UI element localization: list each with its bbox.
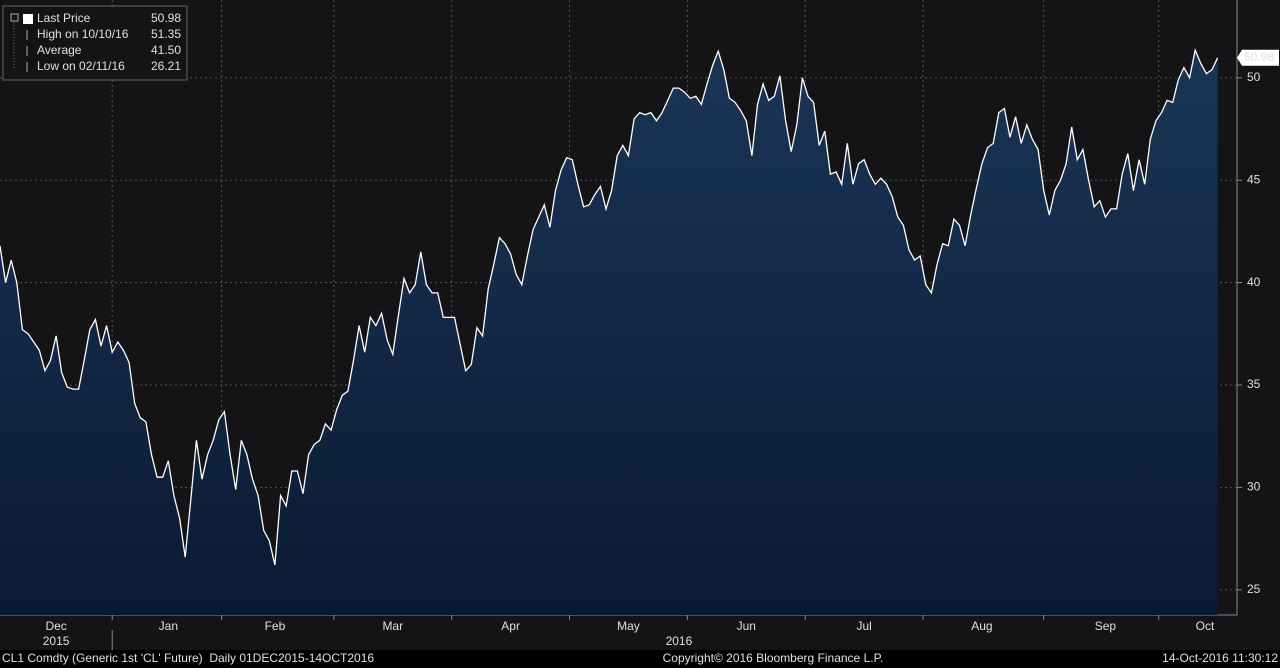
y-tick-label: 30 [1247, 480, 1261, 494]
y-tick-label: 45 [1247, 172, 1261, 186]
last-price-tag: 50.98 [1244, 50, 1274, 64]
x-tick-label: Jun [737, 619, 756, 633]
legend-label: Average [37, 43, 82, 57]
x-tick-label: Dec [45, 619, 66, 633]
legend-swatch [23, 14, 33, 24]
legend-label: Low on 02/11/16 [37, 59, 125, 73]
x-tick-label: Feb [265, 619, 286, 633]
legend-label: High on 10/10/16 [37, 27, 129, 41]
x-tick-label: Apr [501, 619, 520, 633]
area [0, 50, 1218, 615]
last-price-tag-box [1237, 49, 1279, 66]
footer-left: CL1 Comdty (Generic 1st 'CL' Future) Dai… [2, 651, 374, 665]
y-tick-label: 50 [1247, 70, 1261, 84]
legend-box [2, 5, 188, 81]
x-tick-label: Mar [382, 619, 403, 633]
x-tick-label: Oct [1196, 619, 1215, 633]
x-tick-label: May [617, 619, 640, 633]
footer-right: 14-Oct-2016 11:30:12 [1162, 651, 1278, 665]
legend-value: 50.98 [151, 11, 181, 25]
x-tick-label: Jan [159, 619, 178, 633]
x-tick-label: Jul [856, 619, 871, 633]
x-tick-label: Aug [971, 619, 992, 633]
x-year-label: 2016 [666, 634, 693, 648]
y-tick-label: 25 [1247, 582, 1261, 596]
line [0, 48, 1219, 566]
footer-center: Copyright© 2016 Bloomberg Finance L.P. [663, 651, 884, 665]
x-year-label: 2015 [43, 634, 70, 648]
x-tick-label: Sep [1095, 619, 1117, 633]
legend-value: 51.35 [151, 27, 181, 41]
legend-toggle [10, 13, 19, 22]
y-tick-label: 40 [1247, 275, 1261, 289]
legend-value: 26.21 [151, 59, 181, 73]
legend-value: 41.50 [151, 43, 181, 57]
legend: Last Price 50.98 High on 10/10/16 51.35 Aver… [2, 5, 188, 81]
y-tick-label: 35 [1247, 377, 1261, 391]
legend-label: Last Price [37, 11, 91, 25]
